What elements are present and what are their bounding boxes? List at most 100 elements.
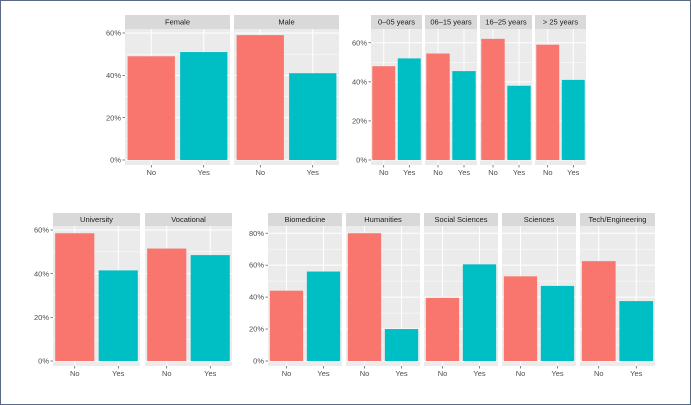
x-tick-label: No	[543, 168, 553, 177]
facet-label: 16–25 years	[485, 18, 527, 27]
y-tick-label: 60%	[249, 261, 264, 270]
y-tick-label: 0%	[110, 156, 121, 165]
y-tick-label: 60%	[106, 29, 121, 38]
x-tick-label: Yes	[204, 369, 216, 378]
x-tick-label: Yes	[458, 168, 470, 177]
bar-yes	[540, 285, 575, 361]
bar-yes	[98, 270, 138, 361]
panel-education-2: Vocational No Yes	[145, 213, 232, 378]
bar-yes	[384, 329, 419, 361]
facet-label: Social Sciences	[435, 215, 488, 224]
facet-label: Sciences	[524, 215, 555, 224]
panel-experience-1: 0–05 years No Yes	[371, 15, 422, 177]
bar-yes	[190, 255, 230, 361]
bar-no	[536, 44, 560, 160]
panel-experience-4: > 25 years No Yes	[535, 15, 586, 177]
x-tick-label: No	[70, 369, 80, 378]
bar-yes	[289, 73, 337, 160]
panel-experience-2: 06–15 years No Yes	[425, 15, 477, 177]
x-tick-label: Yes	[307, 168, 319, 177]
x-tick-label: No	[438, 369, 448, 378]
facet-label: Female	[165, 18, 190, 27]
facet-strip	[425, 15, 477, 29]
bar-yes	[462, 264, 497, 361]
x-tick-label: Yes	[567, 168, 579, 177]
y-tick-label: 60%	[34, 226, 49, 235]
facet-label: Humanities	[364, 215, 402, 224]
x-tick-label: Yes	[630, 369, 642, 378]
facet-strip	[535, 15, 586, 29]
x-tick-label: Yes	[513, 168, 525, 177]
chart-gender: Female No Yes Male No Yes 0% 20% 40% 60%	[106, 15, 339, 177]
facet-label: 06–15 years	[430, 18, 472, 27]
x-tick-label: No	[594, 369, 604, 378]
facet-strip	[424, 213, 498, 226]
facet-label: Male	[278, 18, 294, 27]
bar-no	[236, 35, 284, 160]
panel-field-3: Social Sciences No Yes	[424, 213, 498, 378]
bar-no	[581, 261, 616, 361]
bar-no	[503, 276, 538, 361]
x-tick-label: No	[255, 168, 265, 177]
facet-strip	[502, 213, 576, 226]
y-tick-label: 20%	[106, 113, 121, 122]
facet-label: Biomedicine	[285, 215, 326, 224]
y-tick-label: 80%	[249, 229, 264, 238]
x-tick-label: Yes	[473, 369, 485, 378]
x-tick-label: Yes	[403, 168, 415, 177]
y-tick-label: 0%	[356, 156, 367, 165]
chart-education: University No Yes Vocational No Yes 0% 20% 40% 60…	[34, 213, 232, 378]
y-tick-label: 40%	[249, 293, 264, 302]
bar-yes	[619, 301, 654, 361]
bar-no	[372, 66, 396, 160]
facet-strip	[480, 15, 532, 29]
bar-yes	[561, 79, 585, 160]
x-tick-label: Yes	[198, 168, 210, 177]
panel-field-5: Tech/Engineering No Yes	[580, 213, 655, 378]
panel-education-1: University No Yes	[53, 213, 140, 378]
facet-strip	[125, 15, 230, 29]
y-tick-label: 40%	[352, 77, 367, 86]
y-tick-label: 0%	[38, 357, 49, 366]
bar-no	[347, 233, 382, 361]
bar-no	[481, 38, 505, 160]
bar-yes	[397, 58, 421, 160]
bar-yes	[306, 271, 341, 361]
x-tick-label: Yes	[112, 369, 124, 378]
facet-label: > 25 years	[543, 18, 578, 27]
x-tick-label: No	[516, 369, 526, 378]
facet-label: Vocational	[171, 215, 206, 224]
panel-field-1: Biomedicine No Yes	[268, 213, 342, 378]
facet-strip	[145, 213, 232, 226]
x-tick-label: No	[146, 168, 156, 177]
facet-strip	[268, 213, 342, 226]
bar-no	[425, 297, 460, 361]
y-tick-label: 20%	[249, 325, 264, 334]
x-tick-label: No	[162, 369, 172, 378]
bar-no	[55, 233, 95, 361]
y-tick-label: 20%	[34, 313, 49, 322]
facet-strip	[53, 213, 140, 226]
bar-no	[147, 248, 187, 361]
bar-no	[269, 290, 304, 361]
bar-no	[127, 56, 175, 160]
y-tick-label: 40%	[34, 269, 49, 278]
x-tick-label: Yes	[551, 369, 563, 378]
bar-yes	[507, 85, 531, 160]
bar-yes	[452, 71, 476, 160]
x-tick-label: Yes	[395, 369, 407, 378]
y-tick-label: 40%	[106, 71, 121, 80]
facet-strip	[234, 15, 339, 29]
facet-strip	[580, 213, 655, 226]
panel-field-4: Sciences No Yes	[502, 213, 576, 378]
x-tick-label: No	[488, 168, 498, 177]
facet-label: University	[80, 215, 113, 224]
panel-gender-1: Female No Yes	[125, 15, 230, 177]
x-tick-label: No	[360, 369, 370, 378]
panel-field-2: Humanities No Yes	[346, 213, 420, 378]
x-tick-label: No	[433, 168, 443, 177]
x-tick-label: Yes	[317, 369, 329, 378]
bar-no	[426, 53, 450, 161]
x-tick-label: No	[282, 369, 292, 378]
